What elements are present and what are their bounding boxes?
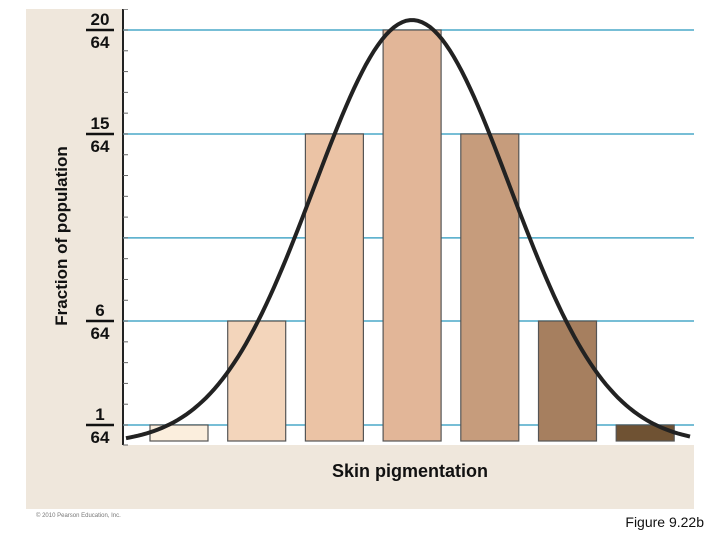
bar bbox=[304, 133, 364, 442]
y-tick-labels: 1 64 6 64 15 64 20 64 bbox=[86, 10, 114, 447]
y-axis-label: Fraction of population bbox=[52, 146, 71, 325]
chart-svg: 1 64 6 64 15 64 20 64 Fraction of population Sk… bbox=[52, 9, 694, 481]
y-tick-numerator: 20 bbox=[91, 10, 110, 29]
y-tick-denominator: 64 bbox=[91, 428, 110, 447]
bar bbox=[227, 320, 287, 442]
bars bbox=[149, 29, 675, 442]
bar bbox=[382, 29, 442, 442]
y-tick-denominator: 64 bbox=[91, 137, 110, 156]
distribution-curve bbox=[125, 18, 691, 441]
bar bbox=[537, 320, 598, 442]
minor-ticks bbox=[123, 9, 128, 446]
bar bbox=[460, 133, 520, 442]
y-tick-denominator: 64 bbox=[91, 33, 110, 52]
y-tick-numerator: 6 bbox=[95, 301, 104, 320]
x-axis-label: Skin pigmentation bbox=[332, 461, 488, 481]
chart-panel: 1 64 6 64 15 64 20 64 Fraction of population Sk… bbox=[26, 9, 694, 509]
figure-caption: Figure 9.22b bbox=[625, 514, 704, 530]
y-tick-numerator: 1 bbox=[95, 405, 104, 424]
copyright-notice: © 2010 Pearson Education, Inc. bbox=[36, 513, 121, 519]
y-tick-numerator: 15 bbox=[91, 114, 110, 133]
y-tick-denominator: 64 bbox=[91, 324, 110, 343]
